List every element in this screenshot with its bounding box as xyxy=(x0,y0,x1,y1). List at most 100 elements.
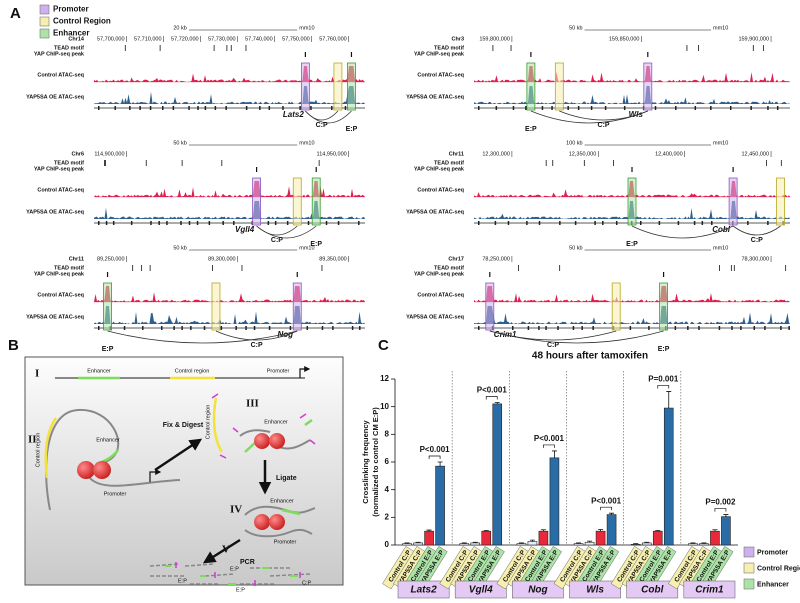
assembly-label: mm10 xyxy=(299,245,314,251)
coordinate-label: 159,800,000 xyxy=(479,36,510,42)
exon xyxy=(105,221,108,225)
step-arrow xyxy=(202,538,241,564)
row-label: YAP5SA OE ATAC-seq xyxy=(406,209,464,215)
scale-label: 20 kb xyxy=(173,25,186,31)
atac-signal xyxy=(94,306,365,324)
exon xyxy=(494,221,497,225)
row-label: Control ATAC-seq xyxy=(37,187,84,193)
step-label: IV xyxy=(230,504,242,516)
atac-signal xyxy=(94,201,365,219)
coordinate-label: 57,720,000 xyxy=(171,36,199,42)
p-value: P=0.001 xyxy=(648,375,679,384)
row-label: YAP ChIP-seq peak xyxy=(414,271,465,277)
error-bar xyxy=(576,542,582,544)
error-bar xyxy=(437,461,443,467)
region-box xyxy=(728,177,738,226)
exon xyxy=(718,326,721,330)
significance-bracket xyxy=(657,385,670,389)
scale-label: 50 kb xyxy=(569,245,582,251)
promoter-arrow xyxy=(149,469,162,482)
bar xyxy=(595,530,606,546)
bar xyxy=(641,542,652,546)
row-label: YAP ChIP-seq peak xyxy=(34,271,85,277)
exon xyxy=(574,221,577,225)
coordinate-label: 12,350,000 xyxy=(569,151,597,157)
loop-label: E:P xyxy=(626,241,638,248)
y-tick-label: 0 xyxy=(385,540,390,549)
enhancer-segment xyxy=(165,565,298,585)
promoter-arrow xyxy=(299,366,311,378)
exon xyxy=(478,106,480,110)
bar xyxy=(470,542,481,546)
y-tick-label: 12 xyxy=(380,374,389,383)
atac-signal xyxy=(474,86,790,104)
gene-label: Wls xyxy=(629,110,644,119)
coordinate-label: 57,730,000 xyxy=(208,36,236,42)
error-bar xyxy=(404,542,410,544)
gene-label: Vgll4 xyxy=(235,225,255,234)
error-bar xyxy=(723,514,729,517)
exon xyxy=(551,106,553,110)
exon xyxy=(173,326,175,330)
assembly-label: mm10 xyxy=(713,140,728,146)
region-label: Enhancer xyxy=(96,437,120,443)
region-box xyxy=(300,62,310,111)
region-label: Enhancer xyxy=(264,419,288,425)
exon xyxy=(332,326,334,330)
exon xyxy=(538,326,540,330)
row-label: Control ATAC-seq xyxy=(37,72,84,78)
coordinate-label: 159,850,000 xyxy=(609,36,640,42)
exon xyxy=(351,326,354,330)
legend-label: Enhancer xyxy=(757,581,789,588)
significance-bracket xyxy=(714,508,727,512)
error-bar xyxy=(483,530,489,532)
exon xyxy=(358,221,360,225)
protein xyxy=(269,433,285,449)
row-label: TEAD motif xyxy=(54,45,84,51)
cut-end xyxy=(211,393,316,459)
row-label: YAP ChIP-seq peak xyxy=(34,51,85,57)
step-label: II xyxy=(28,434,37,446)
y-tick-label: 2 xyxy=(385,512,390,521)
atac-signal xyxy=(474,286,790,302)
exon xyxy=(188,221,191,225)
exon xyxy=(190,326,192,330)
exon xyxy=(139,106,141,110)
exon xyxy=(214,106,217,110)
error-bar xyxy=(690,542,696,544)
exon xyxy=(545,326,547,330)
error-bar xyxy=(415,541,421,543)
assembly-label: mm10 xyxy=(299,25,314,31)
exon xyxy=(729,106,732,110)
significance-bracket xyxy=(600,506,612,511)
exon xyxy=(512,106,515,110)
exon xyxy=(222,221,224,225)
region-box xyxy=(659,282,668,331)
exon xyxy=(687,326,689,330)
category-box xyxy=(683,580,736,599)
exon xyxy=(98,106,100,110)
loop-label: C:P xyxy=(751,237,763,244)
exon xyxy=(344,106,347,110)
loop-label: C:P xyxy=(598,122,610,129)
row-label: YAP5SA OE ATAC-seq xyxy=(26,314,84,320)
row-label: Control ATAC-seq xyxy=(417,292,464,298)
exon xyxy=(788,326,790,330)
error-bar xyxy=(712,529,718,532)
category-box xyxy=(569,580,621,599)
row-label: Control ATAC-seq xyxy=(417,187,464,193)
legend-label: Control Region xyxy=(757,565,800,572)
region-box xyxy=(526,62,536,111)
error-bar xyxy=(701,542,707,544)
exon xyxy=(181,326,183,330)
row-label: TEAD motif xyxy=(434,45,464,51)
region-box xyxy=(554,62,564,111)
exon xyxy=(740,326,742,330)
legend-label: Enhancer xyxy=(53,29,89,38)
coordinate-label: 89,350,000 xyxy=(319,256,347,262)
exon xyxy=(123,326,126,330)
step-arrow xyxy=(154,438,203,472)
error-bar xyxy=(461,542,467,544)
exon xyxy=(180,221,182,225)
